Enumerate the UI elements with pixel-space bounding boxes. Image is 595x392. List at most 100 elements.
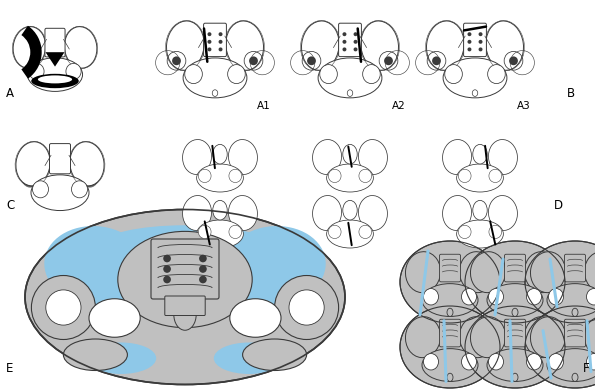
Ellipse shape <box>472 90 478 96</box>
Ellipse shape <box>549 354 563 370</box>
Text: A2: A2 <box>392 101 406 111</box>
Ellipse shape <box>487 348 543 381</box>
Ellipse shape <box>422 284 478 316</box>
Ellipse shape <box>327 220 374 248</box>
Circle shape <box>432 56 441 65</box>
Ellipse shape <box>70 142 104 186</box>
Ellipse shape <box>213 144 227 164</box>
Ellipse shape <box>462 289 477 305</box>
FancyBboxPatch shape <box>505 254 525 282</box>
Circle shape <box>343 32 346 36</box>
Ellipse shape <box>312 196 342 230</box>
Ellipse shape <box>343 144 357 164</box>
Circle shape <box>275 276 339 339</box>
Ellipse shape <box>359 169 372 183</box>
Ellipse shape <box>462 354 477 370</box>
Ellipse shape <box>400 306 500 388</box>
Ellipse shape <box>198 169 211 183</box>
Ellipse shape <box>456 164 503 192</box>
Circle shape <box>46 290 81 325</box>
FancyBboxPatch shape <box>565 254 585 282</box>
Circle shape <box>208 40 211 44</box>
Ellipse shape <box>361 21 399 70</box>
Ellipse shape <box>32 74 79 88</box>
Ellipse shape <box>19 152 41 188</box>
Circle shape <box>478 40 483 44</box>
FancyBboxPatch shape <box>203 23 227 56</box>
Ellipse shape <box>525 306 595 388</box>
Ellipse shape <box>488 289 503 305</box>
Ellipse shape <box>547 284 595 316</box>
Ellipse shape <box>328 225 341 239</box>
Ellipse shape <box>489 169 502 183</box>
Ellipse shape <box>343 200 357 220</box>
Circle shape <box>468 32 471 36</box>
Ellipse shape <box>489 225 502 239</box>
Ellipse shape <box>27 58 83 91</box>
Ellipse shape <box>471 252 506 293</box>
Ellipse shape <box>488 354 503 370</box>
Ellipse shape <box>71 181 87 198</box>
Ellipse shape <box>424 354 439 370</box>
Ellipse shape <box>400 241 500 323</box>
Ellipse shape <box>38 75 72 83</box>
Ellipse shape <box>512 308 518 316</box>
Ellipse shape <box>488 196 518 230</box>
Circle shape <box>353 32 358 36</box>
Ellipse shape <box>405 252 440 293</box>
Ellipse shape <box>229 169 242 183</box>
FancyBboxPatch shape <box>440 254 461 282</box>
Ellipse shape <box>531 317 565 358</box>
Circle shape <box>478 47 483 51</box>
Ellipse shape <box>31 175 89 211</box>
Circle shape <box>384 56 393 65</box>
Ellipse shape <box>183 140 212 174</box>
Ellipse shape <box>458 169 471 183</box>
Ellipse shape <box>86 343 156 374</box>
Ellipse shape <box>465 306 565 388</box>
Ellipse shape <box>359 225 372 239</box>
Ellipse shape <box>527 354 541 370</box>
Ellipse shape <box>228 196 258 230</box>
Circle shape <box>199 255 206 262</box>
Ellipse shape <box>228 65 245 83</box>
Ellipse shape <box>44 226 146 305</box>
FancyBboxPatch shape <box>165 296 205 316</box>
Ellipse shape <box>465 241 565 323</box>
Circle shape <box>163 255 171 262</box>
Ellipse shape <box>456 220 503 248</box>
Circle shape <box>468 40 471 44</box>
Ellipse shape <box>584 317 595 358</box>
Circle shape <box>353 47 358 51</box>
Text: A: A <box>6 87 14 100</box>
Ellipse shape <box>427 21 464 70</box>
Ellipse shape <box>64 339 127 370</box>
Ellipse shape <box>29 64 44 80</box>
Ellipse shape <box>66 64 81 80</box>
Ellipse shape <box>447 308 453 316</box>
Ellipse shape <box>327 164 374 192</box>
Ellipse shape <box>473 200 487 220</box>
FancyBboxPatch shape <box>45 28 65 57</box>
Ellipse shape <box>587 289 595 305</box>
Ellipse shape <box>33 181 49 198</box>
Ellipse shape <box>79 152 101 188</box>
Ellipse shape <box>212 90 218 96</box>
Circle shape <box>163 265 171 273</box>
FancyBboxPatch shape <box>151 239 219 299</box>
Ellipse shape <box>512 373 518 381</box>
Ellipse shape <box>584 252 595 293</box>
Text: C: C <box>6 199 14 212</box>
Ellipse shape <box>118 231 252 328</box>
Ellipse shape <box>167 21 204 70</box>
FancyBboxPatch shape <box>505 319 525 347</box>
Ellipse shape <box>443 58 507 98</box>
Circle shape <box>343 47 346 51</box>
Circle shape <box>468 47 471 51</box>
Circle shape <box>218 47 223 51</box>
Ellipse shape <box>587 354 595 370</box>
Ellipse shape <box>226 21 264 70</box>
Ellipse shape <box>527 289 541 305</box>
Ellipse shape <box>25 209 345 385</box>
Circle shape <box>289 290 324 325</box>
